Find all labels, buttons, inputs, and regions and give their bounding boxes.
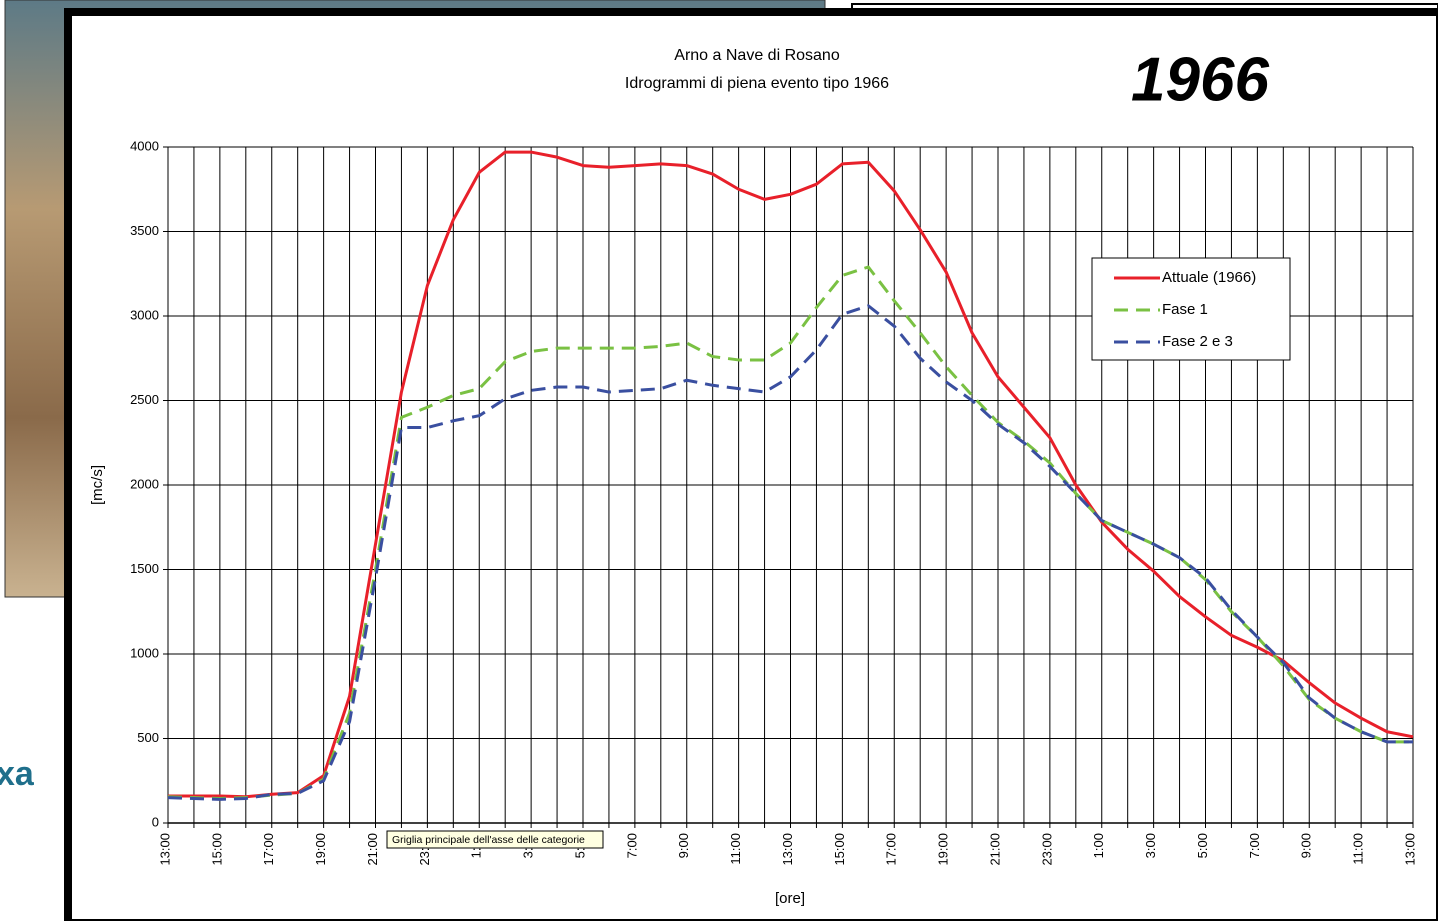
y-axis-label: [mc/s]: [89, 465, 106, 505]
x-tick-label: 7:00: [1247, 833, 1262, 858]
chart-subtitle: Idrogrammi di piena evento tipo 1966: [625, 75, 889, 92]
chart-title: Arno a Nave di Rosano: [674, 47, 840, 64]
x-tick-label: 9:00: [1299, 833, 1314, 858]
x-tick-label: 15:00: [209, 833, 224, 866]
tooltip-text: Griglia principale dell'asse delle categ…: [392, 834, 585, 846]
y-tick-label: 3000: [130, 307, 159, 322]
x-tick-label: 13:00: [1402, 833, 1417, 866]
slide-text: xa: [0, 755, 35, 793]
x-tick-label: 13:00: [157, 833, 172, 866]
chart-window: [68, 12, 1438, 921]
x-tick-label: 23:00: [1039, 833, 1054, 866]
x-tick-label: 19:00: [313, 833, 328, 866]
x-tick-label: 21:00: [365, 833, 380, 866]
x-tick-label: 1:00: [1091, 833, 1106, 858]
y-tick-label: 2000: [130, 476, 159, 491]
page: {"background_text": "xa", "chart_data": …: [0, 0, 1438, 921]
tooltip: Griglia principale dell'asse delle categ…: [387, 831, 603, 848]
y-tick-label: 2500: [130, 392, 159, 407]
x-tick-label: 19:00: [936, 833, 951, 866]
x-tick-label: 7:00: [624, 833, 639, 858]
y-tick-label: 1500: [130, 561, 159, 576]
y-tick-label: 4000: [130, 138, 159, 153]
y-tick-label: 0: [152, 814, 159, 829]
legend-label: Fase 2 e 3: [1162, 333, 1233, 350]
x-tick-label: 17:00: [261, 833, 276, 866]
x-axis-label: [ore]: [775, 890, 805, 907]
x-tick-label: 3:00: [1143, 833, 1158, 858]
annotation: 1966: [1131, 45, 1269, 114]
x-tick-label: 11:00: [728, 833, 743, 865]
x-tick-label: 5:00: [1195, 833, 1210, 858]
x-tick-label: 21:00: [987, 833, 1002, 866]
x-tick-label: 11:00: [1351, 833, 1366, 865]
y-tick-label: 3500: [130, 223, 159, 238]
x-tick-label: 15:00: [832, 833, 847, 866]
slide: xa Arno a Nave di Rosano Idrogrammi di p…: [0, 0, 1438, 921]
y-tick-label: 1000: [130, 645, 159, 660]
x-tick-label: 17:00: [884, 833, 899, 866]
legend-label: Fase 1: [1162, 301, 1208, 318]
legend: Attuale (1966) Fase 1 Fase 2 e 3: [1092, 258, 1290, 360]
x-tick-label: 9:00: [676, 833, 691, 858]
legend-label: Attuale (1966): [1162, 269, 1256, 286]
y-tick-label: 500: [137, 730, 159, 745]
x-tick-label: 13:00: [780, 833, 795, 866]
